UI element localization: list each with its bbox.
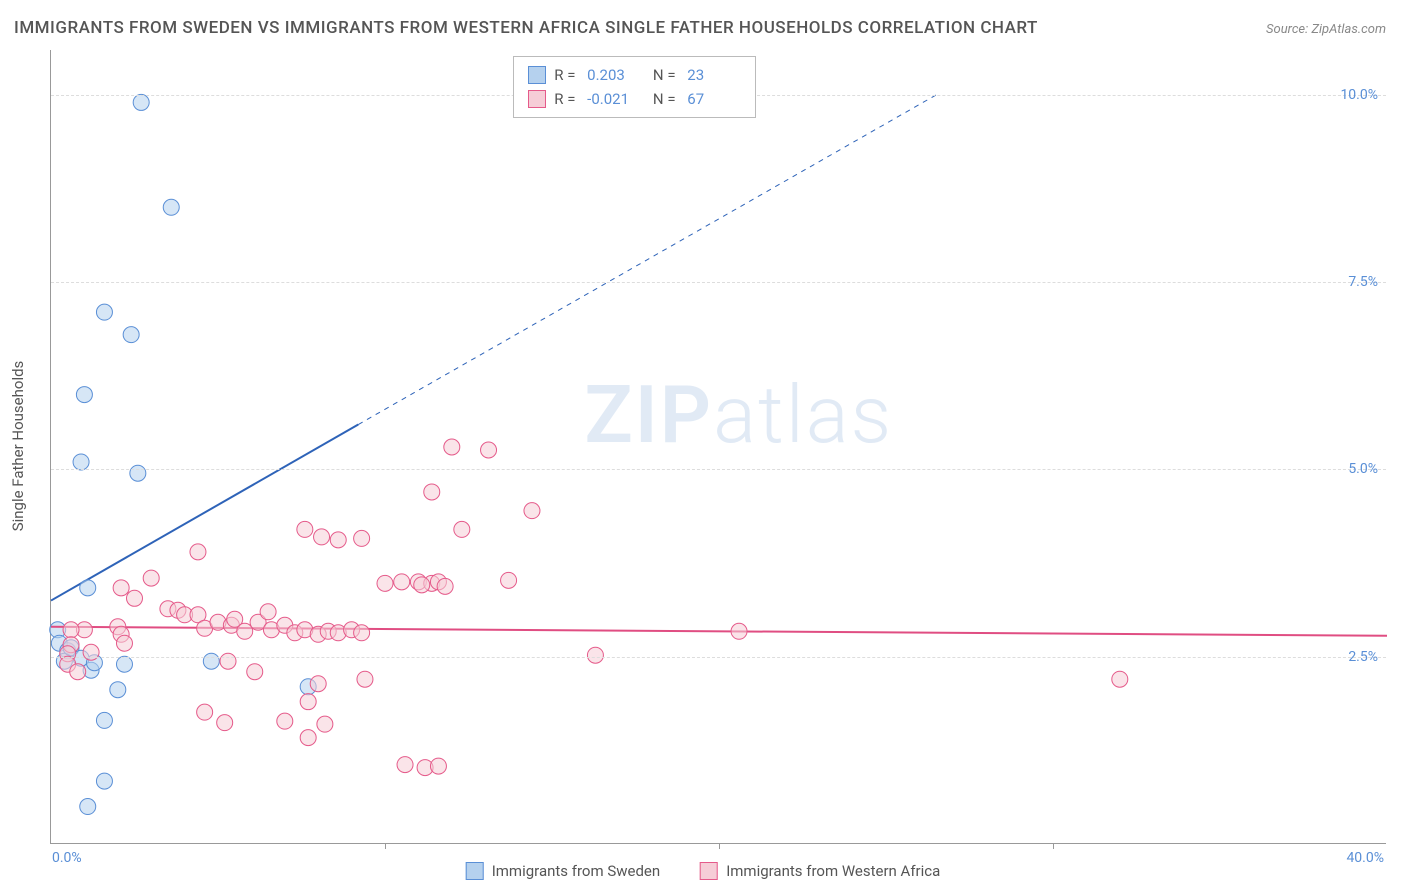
- data-point: [143, 570, 159, 586]
- data-point: [424, 484, 440, 500]
- data-point: [524, 503, 540, 519]
- data-point: [96, 773, 112, 789]
- x-tick-label: 40.0%: [1346, 850, 1384, 866]
- trend-line-dashed: [358, 95, 936, 425]
- stats-r-label: R =: [554, 90, 579, 108]
- data-point: [247, 664, 263, 680]
- data-point: [80, 580, 96, 596]
- data-point: [190, 544, 206, 560]
- data-point: [314, 529, 330, 545]
- stats-n-label: N =: [649, 90, 679, 108]
- legend-label: Immigrants from Sweden: [492, 862, 660, 880]
- data-point: [357, 671, 373, 687]
- data-point: [310, 676, 326, 692]
- y-tick-label: 5.0%: [1348, 461, 1378, 477]
- data-point: [317, 716, 333, 732]
- data-point: [133, 94, 149, 110]
- gridline: [51, 657, 1386, 658]
- data-point: [300, 730, 316, 746]
- data-point: [430, 758, 446, 774]
- stats-r-label: R =: [554, 66, 579, 84]
- data-point: [481, 442, 497, 458]
- legend-item: Immigrants from Western Africa: [700, 862, 940, 880]
- x-tick: [1053, 843, 1054, 849]
- source-attribution: Source: ZipAtlas.com: [1266, 22, 1386, 37]
- legend-label: Immigrants from Western Africa: [726, 862, 940, 880]
- data-point: [110, 682, 126, 698]
- y-axis-label: Single Father Households: [9, 361, 27, 532]
- data-point: [297, 521, 313, 537]
- data-point: [116, 635, 132, 651]
- data-point: [220, 653, 236, 669]
- chart-area: 2.5%5.0%7.5%10.0%R = 0.203 N = 23R = -0.…: [50, 50, 1386, 844]
- source-value: ZipAtlas.com: [1311, 22, 1386, 37]
- data-point: [437, 578, 453, 594]
- data-point: [300, 694, 316, 710]
- data-point: [260, 604, 276, 620]
- legend-swatch: [700, 862, 718, 880]
- x-tick: [719, 843, 720, 849]
- y-tick-label: 10.0%: [1340, 87, 1378, 103]
- data-point: [330, 532, 346, 548]
- data-point: [113, 580, 129, 596]
- y-tick-label: 7.5%: [1348, 274, 1378, 290]
- data-point: [123, 327, 139, 343]
- x-tick-label: 0.0%: [52, 850, 82, 866]
- gridline: [51, 282, 1386, 283]
- source-label: Source:: [1266, 22, 1311, 37]
- trend-line: [51, 425, 358, 601]
- data-point: [80, 799, 96, 815]
- data-point: [197, 704, 213, 720]
- stats-r-value: 0.203: [587, 66, 641, 84]
- data-point: [70, 664, 86, 680]
- data-point: [76, 387, 92, 403]
- stats-n-value: 67: [687, 90, 741, 108]
- data-point: [1112, 671, 1128, 687]
- legend-item: Immigrants from Sweden: [466, 862, 660, 880]
- data-point: [277, 713, 293, 729]
- data-point: [83, 644, 99, 660]
- data-point: [217, 715, 233, 731]
- data-point: [394, 574, 410, 590]
- data-point: [454, 521, 470, 537]
- data-point: [377, 575, 393, 591]
- gridline: [51, 469, 1386, 470]
- legend-swatch: [466, 862, 484, 880]
- stats-n-value: 23: [687, 66, 741, 84]
- data-point: [116, 656, 132, 672]
- data-point: [163, 199, 179, 215]
- chart-title: IMMIGRANTS FROM SWEDEN VS IMMIGRANTS FRO…: [14, 18, 1038, 38]
- data-point: [73, 454, 89, 470]
- bottom-legend: Immigrants from Sweden Immigrants from We…: [466, 862, 941, 880]
- data-point: [731, 623, 747, 639]
- stats-row: R = -0.021 N = 67: [528, 87, 741, 111]
- data-point: [127, 590, 143, 606]
- data-point: [63, 622, 79, 638]
- legend-swatch: [528, 66, 546, 84]
- x-tick: [385, 843, 386, 849]
- legend-swatch: [528, 90, 546, 108]
- stats-r-value: -0.021: [587, 90, 641, 108]
- stats-legend-box: R = 0.203 N = 23R = -0.021 N = 67: [513, 56, 756, 118]
- y-tick-label: 2.5%: [1348, 649, 1378, 665]
- plot-region: 2.5%5.0%7.5%10.0%R = 0.203 N = 23R = -0.…: [50, 50, 1386, 844]
- data-point: [354, 530, 370, 546]
- stats-row: R = 0.203 N = 23: [528, 63, 741, 87]
- data-point: [203, 653, 219, 669]
- data-point: [96, 712, 112, 728]
- data-point: [444, 439, 460, 455]
- stats-n-label: N =: [649, 66, 679, 84]
- data-point: [96, 304, 112, 320]
- data-point: [130, 465, 146, 481]
- data-point: [414, 577, 430, 593]
- data-point: [501, 572, 517, 588]
- data-point: [354, 625, 370, 641]
- plot-svg: [51, 50, 1386, 843]
- data-point: [587, 647, 603, 663]
- data-point: [397, 757, 413, 773]
